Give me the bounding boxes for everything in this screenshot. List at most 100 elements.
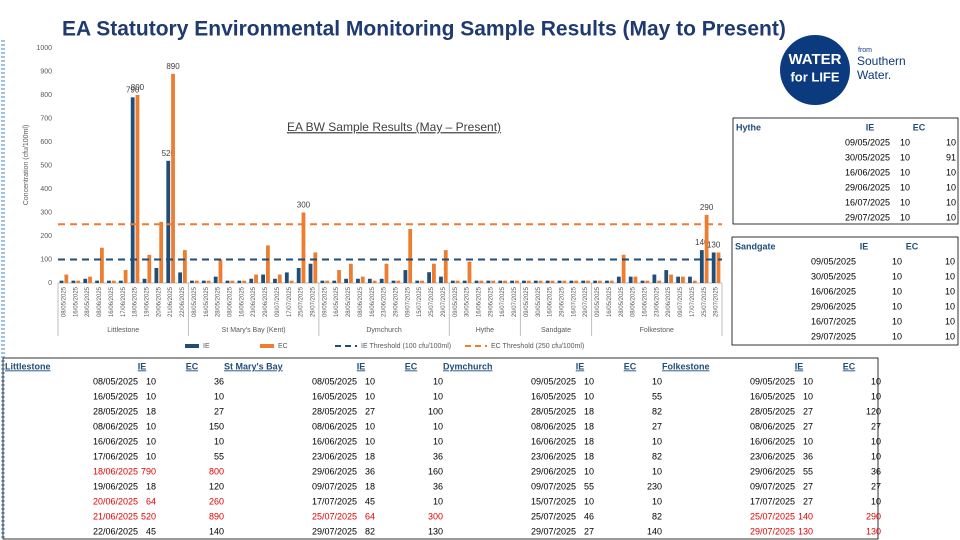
chart-title: EA BW Sample Results (May – Present) — [287, 120, 501, 134]
value-label: 290 — [700, 203, 714, 212]
table-cell: 790 — [141, 466, 156, 476]
bar — [349, 263, 353, 283]
table-box — [731, 236, 959, 346]
column-header: EC — [624, 361, 637, 371]
table-cell: 130 — [428, 526, 443, 536]
table-cell: 20/06/2025 — [93, 496, 138, 506]
table-cell: 10 — [584, 466, 594, 476]
table-cell: 64 — [146, 496, 156, 506]
table-cell: 10 — [652, 466, 662, 476]
bar — [396, 280, 401, 283]
group-label: Sandgate — [541, 327, 571, 334]
table-cell: 16/07/2025 — [811, 316, 856, 326]
x-tick-label: 29/06/2025 — [666, 286, 672, 317]
bar — [581, 280, 586, 283]
y-tick-label: 300 — [40, 209, 52, 216]
y-axis-label: Concentration (cfu/100ml) — [23, 125, 30, 206]
x-tick-label: 16/05/2025 — [204, 286, 210, 317]
table-cell: 36 — [871, 466, 881, 476]
bar — [450, 280, 455, 283]
x-tick-label: 16/06/2025 — [370, 286, 376, 317]
table-cell: 10 — [803, 436, 813, 446]
table-cell: 28/05/2025 — [312, 406, 357, 416]
table-cell: 45 — [365, 496, 375, 506]
table-cell: 29/06/2025 — [845, 182, 890, 192]
table-cell: 18 — [365, 481, 375, 491]
table-cell: 160 — [428, 466, 443, 476]
bar — [194, 280, 199, 283]
table-cell: 82 — [365, 526, 375, 536]
bar — [652, 274, 657, 283]
table-cell: 23/06/2025 — [312, 451, 357, 461]
table-cell: 18 — [146, 406, 156, 416]
bar — [154, 267, 159, 283]
table-cell: 10 — [803, 376, 813, 386]
x-tick-label: 17/06/2025 — [121, 286, 127, 317]
table-cell: 18 — [146, 481, 156, 491]
bar — [254, 274, 258, 283]
x-tick-label: 25/07/2025 — [702, 286, 708, 317]
table-cell: 16/06/2025 — [750, 436, 795, 446]
table-cell: 16/05/2025 — [312, 391, 357, 401]
logo-brand: Southern — [857, 54, 906, 68]
table-cell: 36 — [214, 376, 224, 386]
table-cell: 16/05/2025 — [93, 391, 138, 401]
table-cell: 09/05/2025 — [531, 376, 576, 386]
table-cell: 23/06/2025 — [750, 451, 795, 461]
bar — [498, 280, 503, 283]
table-cell: 10 — [892, 301, 902, 311]
x-tick-label: 25/07/2025 — [299, 286, 305, 317]
bar — [183, 250, 187, 283]
x-tick-label: 30/05/2025 — [465, 286, 471, 317]
x-tick-label: 08/06/2025 — [358, 286, 364, 317]
table-cell: 16/06/2025 — [312, 436, 357, 446]
table-cell: 28/05/2025 — [750, 406, 795, 416]
table-cell: 10 — [146, 421, 156, 431]
table-cell: 28/05/2025 — [531, 406, 576, 416]
table-cell: 29/07/2025 — [312, 526, 357, 536]
table-cell: 10 — [584, 376, 594, 386]
bar — [669, 274, 673, 283]
table-cell: 28/05/2025 — [93, 406, 138, 416]
table-cell: 36 — [433, 481, 443, 491]
y-tick-label: 900 — [40, 68, 52, 75]
x-tick-label: 28/05/2025 — [619, 286, 625, 317]
bar — [657, 280, 662, 283]
column-header: EC — [186, 361, 199, 371]
bar — [130, 97, 135, 283]
table-cell: 45 — [146, 526, 156, 536]
x-tick-label: 16/06/2025 — [643, 286, 649, 317]
table-cell: 29/06/2025 — [312, 466, 357, 476]
table-cell: 27 — [803, 496, 813, 506]
table-cell: 10 — [871, 391, 881, 401]
group-label: Dymchurch — [366, 327, 402, 334]
x-tick-label: 29/06/2025 — [394, 286, 400, 317]
bar — [420, 280, 424, 283]
bar — [533, 280, 538, 283]
bar — [510, 280, 514, 283]
table-cell: 10 — [900, 197, 910, 207]
bar — [486, 280, 491, 283]
table-cell: 10 — [945, 331, 955, 341]
bar — [218, 259, 223, 283]
table-name: Hythe — [736, 122, 761, 132]
table-cell: 10 — [946, 167, 956, 177]
table-cell: 27 — [365, 406, 375, 416]
bar — [95, 280, 99, 283]
bar — [526, 280, 531, 283]
bar — [491, 280, 496, 283]
bar — [408, 228, 413, 283]
table-cell: 82 — [652, 451, 662, 461]
table-name: Dymchurch — [443, 361, 493, 371]
table-cell: 17/07/2025 — [312, 496, 357, 506]
x-tick-label: 28/05/2025 — [85, 286, 91, 317]
table-cell: 10 — [946, 182, 956, 192]
table-cell: 10 — [214, 391, 224, 401]
x-tick-label: 16/05/2025 — [73, 286, 79, 317]
x-tick-label: 08/06/2025 — [631, 286, 637, 317]
table-cell: 10 — [214, 436, 224, 446]
x-tick-label: 09/05/2025 — [595, 286, 601, 317]
bar — [676, 276, 680, 283]
table-cell: 21/06/2025 — [93, 511, 138, 521]
x-tick-label: 25/07/2025 — [429, 286, 435, 317]
